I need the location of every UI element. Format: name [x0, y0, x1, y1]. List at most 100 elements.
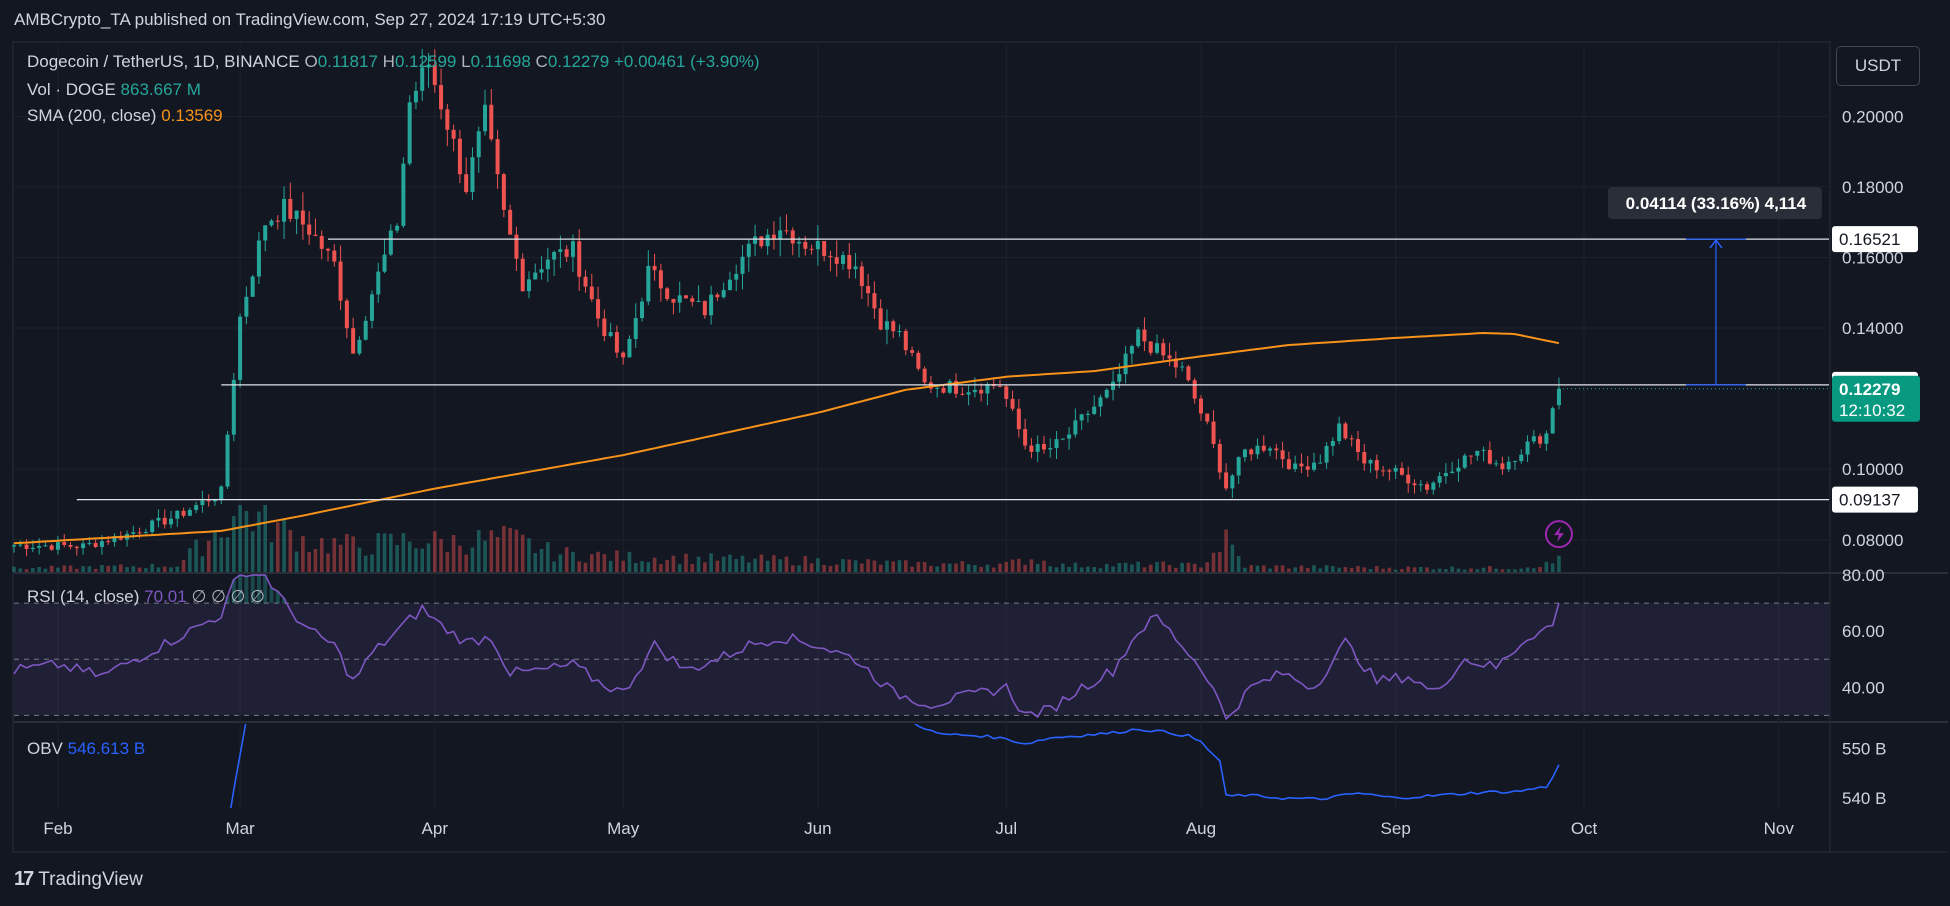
candle-body[interactable] [514, 234, 519, 259]
candle-body[interactable] [49, 545, 54, 550]
candle-body[interactable] [1029, 445, 1034, 452]
candle-body[interactable] [1525, 441, 1530, 455]
candle-body[interactable] [332, 250, 337, 262]
candle-body[interactable] [162, 517, 167, 525]
candle-body[interactable] [602, 318, 607, 337]
candle-body[interactable] [294, 210, 299, 219]
candle-body[interactable] [1487, 449, 1492, 464]
candle-body[interactable] [621, 352, 626, 358]
candle-body[interactable] [658, 270, 663, 289]
candle-body[interactable] [451, 129, 456, 139]
candle-body[interactable] [941, 387, 946, 393]
candle-body[interactable] [809, 248, 814, 250]
volume-label[interactable]: Vol · DOGE [27, 80, 116, 99]
candle-body[interactable] [464, 174, 469, 193]
candle-body[interactable] [1431, 482, 1436, 490]
candle-body[interactable] [250, 276, 255, 297]
candle-body[interactable] [564, 249, 569, 257]
candle-body[interactable] [765, 234, 770, 247]
candle-body[interactable] [853, 266, 858, 270]
candle-body[interactable] [93, 542, 98, 547]
candle-body[interactable] [1337, 423, 1342, 442]
candle-body[interactable] [910, 350, 915, 353]
candle-body[interactable] [1079, 414, 1084, 421]
candle-body[interactable] [960, 393, 965, 395]
candle-body[interactable] [194, 505, 199, 510]
candle-body[interactable] [1173, 358, 1178, 368]
candle-body[interactable] [1004, 386, 1009, 399]
candle-body[interactable] [68, 544, 73, 547]
candle-body[interactable] [759, 236, 764, 247]
candle-body[interactable] [677, 295, 682, 303]
candle-body[interactable] [778, 230, 783, 240]
candle-body[interactable] [407, 102, 412, 164]
candle-body[interactable] [979, 389, 984, 394]
candle-body[interactable] [1538, 436, 1543, 444]
candle-body[interactable] [1381, 470, 1386, 472]
candle-body[interactable] [489, 104, 494, 140]
candle-body[interactable] [376, 271, 381, 295]
candle-body[interactable] [326, 248, 331, 251]
candle-body[interactable] [1268, 448, 1273, 451]
candle-body[interactable] [143, 532, 148, 534]
candle-body[interactable] [1330, 441, 1335, 446]
candle-body[interactable] [1544, 433, 1549, 444]
candle-body[interactable] [351, 328, 356, 354]
candle-body[interactable] [690, 298, 695, 302]
candle-body[interactable] [1148, 341, 1153, 353]
candle-body[interactable] [495, 139, 500, 175]
candle-body[interactable] [847, 255, 852, 270]
candle-body[interactable] [476, 131, 481, 158]
candle-body[interactable] [1098, 397, 1103, 407]
candle-body[interactable] [954, 381, 959, 394]
candle-body[interactable] [282, 198, 287, 222]
candle-body[interactable] [533, 272, 538, 280]
candle-body[interactable] [338, 261, 343, 301]
candle-body[interactable] [797, 241, 802, 244]
candle-body[interactable] [1048, 448, 1053, 450]
candle-body[interactable] [81, 543, 86, 549]
candle-body[interactable] [665, 288, 670, 299]
candle-body[interactable] [640, 301, 645, 319]
candle-body[interactable] [30, 547, 35, 549]
candle-body[interactable] [508, 209, 513, 235]
candle-body[interactable] [614, 332, 619, 353]
candle-body[interactable] [300, 210, 305, 225]
candle-body[interactable] [935, 387, 940, 389]
candle-body[interactable] [219, 486, 224, 500]
candle-body[interactable] [420, 67, 425, 91]
candle-body[interactable] [1155, 343, 1160, 353]
candle-body[interactable] [696, 300, 701, 302]
candle-body[interactable] [740, 256, 745, 274]
candle-body[interactable] [1481, 449, 1486, 451]
candle-body[interactable] [1192, 380, 1197, 399]
candle-body[interactable] [112, 536, 117, 543]
candle-body[interactable] [526, 279, 531, 292]
candle-body[interactable] [1506, 461, 1511, 470]
candle-body[interactable] [432, 64, 437, 85]
candle-body[interactable] [922, 368, 927, 383]
candle-body[interactable] [652, 265, 657, 271]
candle-body[interactable] [866, 286, 871, 294]
candle-body[interactable] [1205, 413, 1210, 422]
candle-body[interactable] [24, 544, 29, 549]
candle-body[interactable] [1293, 463, 1298, 470]
candle-body[interactable] [244, 296, 249, 317]
candle-body[interactable] [1387, 470, 1392, 472]
candle-body[interactable] [771, 234, 776, 240]
candle-body[interactable] [734, 273, 739, 280]
candle-body[interactable] [1305, 466, 1310, 470]
candle-body[interactable] [947, 381, 952, 393]
candle-body[interactable] [225, 434, 230, 487]
candle-body[interactable] [646, 265, 651, 302]
tradingview-logo[interactable]: 17 TradingView [14, 868, 143, 891]
candle-body[interactable] [520, 258, 525, 292]
candle-body[interactable] [62, 542, 67, 545]
candle-body[interactable] [859, 266, 864, 287]
candle-body[interactable] [37, 545, 42, 548]
candle-body[interactable] [1312, 462, 1317, 470]
candle-body[interactable] [1023, 429, 1028, 446]
candle-body[interactable] [344, 300, 349, 329]
candle-body[interactable] [1224, 472, 1229, 489]
candle-body[interactable] [753, 236, 758, 244]
